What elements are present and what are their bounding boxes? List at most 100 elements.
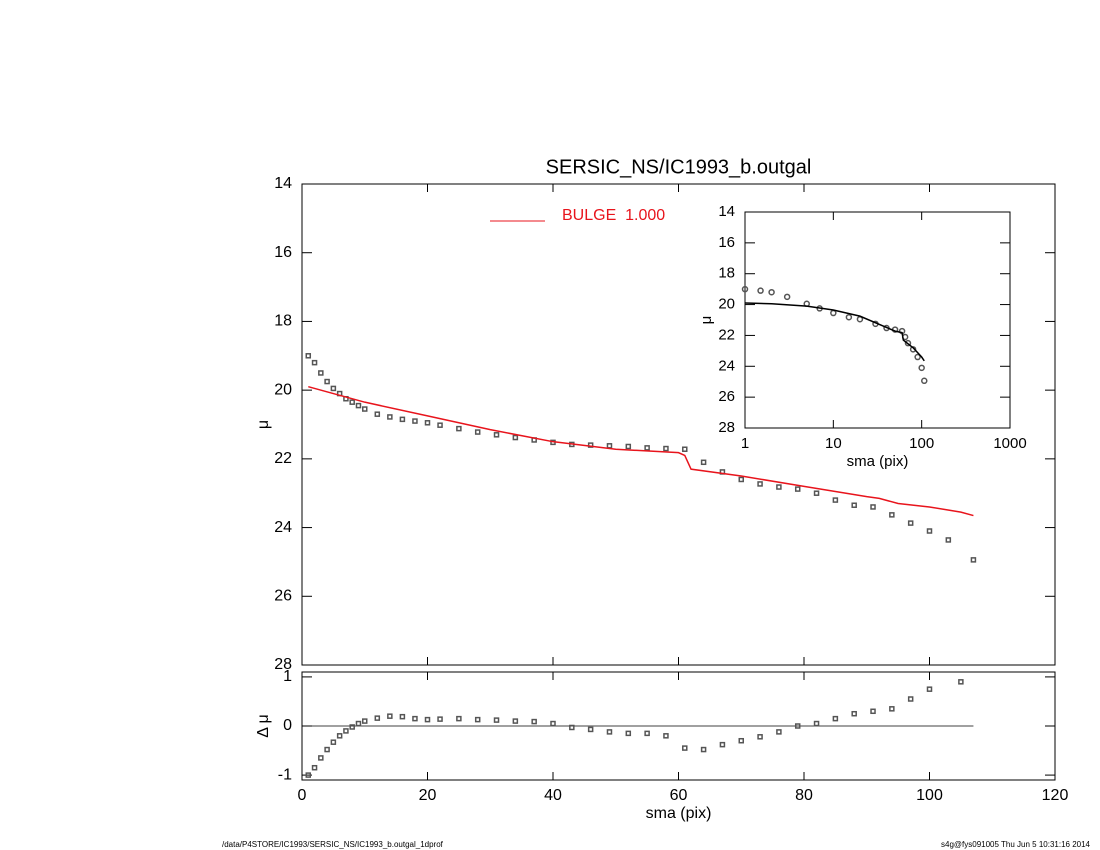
data-point: [437, 422, 443, 428]
y-axis-label: μ: [255, 420, 272, 429]
data-point: [741, 285, 749, 293]
data-point: [700, 746, 707, 753]
data-point: [569, 724, 575, 731]
data-point: [606, 729, 613, 735]
data-point: [437, 716, 443, 722]
data-point: [907, 520, 914, 526]
legend-label: BULGE 1.000: [562, 207, 665, 224]
y-tick-label: 1: [283, 668, 292, 685]
data-point: [343, 728, 349, 734]
y-tick-label: 14: [274, 175, 292, 192]
data-point: [832, 715, 839, 722]
data-point: [355, 402, 362, 409]
x-tick-label: 100: [909, 435, 934, 452]
y-tick-label: 26: [718, 388, 735, 405]
data-point: [412, 418, 418, 424]
chart-title: SERSIC_NS/IC1993_b.outgal: [546, 156, 812, 178]
y-tick-label: 22: [274, 450, 292, 467]
x-tick-label: 120: [1042, 787, 1069, 804]
data-point: [644, 730, 650, 737]
y-axis-label: μ: [698, 316, 715, 325]
data-point: [493, 432, 500, 438]
y-tick-label: 18: [718, 265, 735, 282]
y-tick-label: 18: [274, 313, 292, 330]
data-point: [663, 445, 669, 452]
data-point: [682, 745, 688, 751]
data-point: [768, 288, 775, 296]
data-point: [700, 459, 707, 466]
data-point: [914, 353, 921, 361]
data-point: [830, 309, 837, 317]
x-tick-label: 100: [916, 787, 943, 804]
data-point: [794, 486, 801, 492]
data-point: [324, 746, 330, 753]
data-point: [606, 443, 613, 449]
x-tick-label: 20: [419, 787, 437, 804]
data-point: [738, 476, 744, 483]
data-point: [311, 359, 318, 366]
x-tick-label: 40: [544, 787, 562, 804]
data-point: [456, 715, 462, 722]
data-point: [907, 696, 914, 702]
x-tick-label: 10: [825, 435, 842, 452]
data-point: [813, 490, 820, 496]
y-tick-label: 22: [718, 326, 735, 343]
data-point: [918, 364, 925, 372]
x-tick-label: 80: [795, 787, 813, 804]
data-point: [305, 772, 312, 778]
data-point: [644, 445, 650, 451]
y-axis-label: Δ μ: [255, 714, 272, 737]
x-axis-label: sma (pix): [847, 453, 909, 470]
data-point: [374, 715, 381, 721]
data-point: [330, 739, 337, 745]
y-tick-label: 0: [283, 717, 292, 734]
data-point: [587, 442, 594, 448]
data-point: [926, 686, 933, 692]
y-tick-label: 16: [718, 234, 735, 251]
data-point: [719, 741, 726, 748]
data-point: [625, 443, 632, 450]
plot-frame: [301, 183, 1056, 666]
footer-left: /data/P4STORE/IC1993/SERSIC_NS/IC1993_b.…: [222, 840, 444, 849]
data-point: [424, 716, 431, 723]
data-point: [757, 734, 763, 740]
data-point: [921, 377, 928, 385]
data-point: [845, 313, 853, 321]
x-tick-label: 1: [741, 435, 749, 452]
data-point: [587, 726, 594, 733]
data-point: [776, 484, 782, 490]
data-point: [362, 406, 368, 412]
data-point: [757, 287, 764, 294]
data-point: [757, 481, 763, 487]
data-point: [889, 706, 895, 712]
data-point: [945, 537, 952, 543]
y-tick-label: 14: [718, 203, 735, 220]
x-tick-label: 0: [298, 787, 307, 804]
y-tick-label: -1: [278, 766, 292, 783]
data-point: [355, 720, 362, 727]
data-point: [783, 293, 791, 301]
y-tick-label: 24: [718, 357, 735, 374]
data-point: [318, 755, 324, 761]
data-point: [870, 504, 876, 510]
data-point: [474, 716, 481, 723]
data-point: [399, 713, 406, 720]
model-line: [308, 385, 974, 517]
y-tick-label: 20: [718, 296, 735, 313]
data-point: [349, 724, 355, 730]
model-line: [744, 302, 925, 362]
x-axis-label: sma (pix): [646, 805, 712, 822]
y-tick-label: 28: [274, 656, 292, 673]
data-point: [305, 353, 312, 359]
y-tick-label: 28: [718, 419, 735, 436]
data-point: [776, 729, 782, 735]
data-point: [330, 385, 337, 392]
data-point: [813, 720, 820, 727]
data-point: [958, 679, 964, 685]
data-point: [374, 411, 381, 417]
data-point: [531, 718, 537, 725]
data-point: [851, 710, 857, 717]
data-point: [424, 420, 431, 426]
data-point: [904, 339, 912, 347]
